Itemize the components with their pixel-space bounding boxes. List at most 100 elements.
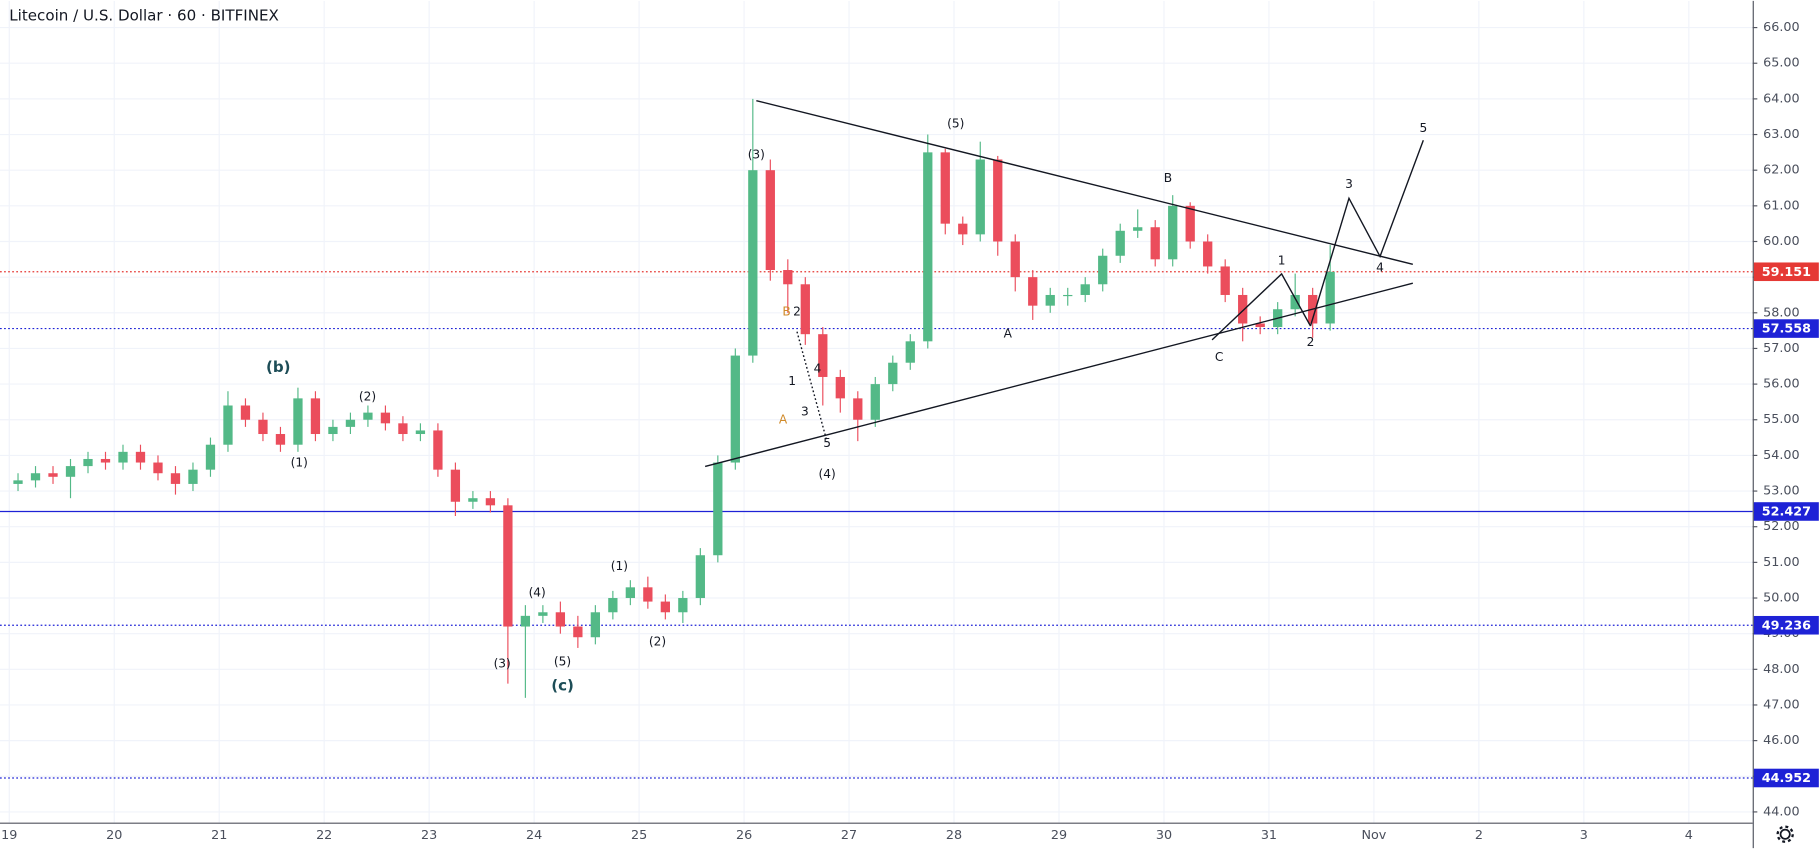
candle-body — [853, 398, 863, 420]
wave-label: 5 — [823, 436, 831, 450]
candle-body — [328, 426, 338, 435]
candle-body — [100, 458, 111, 463]
candle-body — [345, 419, 356, 427]
candle-body — [1080, 284, 1090, 295]
candle-body — [608, 598, 618, 613]
x-tick-label: 23 — [421, 828, 437, 843]
price-tag-label: 52.427 — [1762, 505, 1811, 520]
settings-icon-ring[interactable] — [1779, 828, 1791, 840]
candle-body — [905, 341, 915, 363]
candle-body — [118, 451, 128, 463]
candle-body — [1150, 227, 1160, 260]
trend-line — [756, 99, 1414, 265]
candle-body — [958, 223, 968, 235]
wave-label: B — [782, 305, 790, 319]
candle-body — [993, 159, 1003, 242]
y-tick-label: 51.00 — [1763, 555, 1800, 570]
y-tick-label: 66.00 — [1763, 20, 1800, 35]
wave-label: C — [1215, 350, 1224, 364]
y-tick-label: 61.00 — [1763, 198, 1800, 213]
plot-layer: (b)(1)(2)(3)(4)(5)(c)(1)(2)(3)B 2143A5(4)… — [0, 0, 1753, 823]
candle-body — [730, 355, 740, 463]
y-tick-label: 60.00 — [1763, 234, 1800, 249]
y-tick-label: 56.00 — [1763, 377, 1800, 392]
wave-label: (c) — [551, 677, 574, 695]
candle-body — [468, 498, 478, 502]
y-tick-label: 46.00 — [1763, 733, 1800, 748]
candle-body — [415, 430, 426, 435]
price-tag-label: 49.236 — [1762, 618, 1811, 633]
wave-label: 2 — [793, 305, 801, 319]
wave-label: B — [1164, 171, 1172, 185]
candle-body — [1238, 294, 1248, 324]
x-tick-label: 21 — [211, 828, 227, 843]
candle-body — [923, 152, 933, 342]
candle-body — [695, 555, 705, 599]
settings-icon-teeth[interactable] — [1776, 825, 1794, 843]
candle-body — [1028, 277, 1038, 306]
candle-body — [870, 384, 880, 420]
candle-body — [48, 473, 58, 477]
candle-body — [1290, 294, 1300, 310]
wave-label: 5 — [1419, 121, 1427, 135]
candle-body — [625, 587, 635, 599]
candle-body — [1115, 230, 1125, 256]
candle-body — [380, 412, 391, 424]
candle-body — [1010, 241, 1020, 278]
wave-label: A — [779, 413, 788, 427]
chart-title: Litecoin / U.S. Dollar · 60 · BITFINEX — [9, 6, 279, 24]
candle-body — [398, 423, 408, 435]
candle-body — [170, 473, 181, 484]
x-tick-label: 19 — [1, 828, 17, 843]
y-tick-label: 47.00 — [1763, 697, 1800, 712]
y-tick-label: 53.00 — [1763, 484, 1800, 499]
y-tick-label: 65.00 — [1763, 56, 1800, 71]
candle-body — [818, 334, 828, 377]
wave-label: (4) — [529, 586, 546, 600]
price-tag-label: 59.151 — [1762, 265, 1811, 280]
y-tick-label: 44.00 — [1763, 804, 1800, 819]
trend-line — [796, 331, 828, 443]
candle-body — [678, 598, 688, 613]
candle-body — [1255, 323, 1265, 328]
plot-area: (b)(1)(2)(3)(4)(5)(c)(1)(2)(3)B 2143A5(4)… — [0, 0, 1753, 823]
candle-body — [1203, 241, 1213, 267]
wave-label: 3 — [801, 404, 809, 418]
x-tick-label: 3 — [1580, 828, 1588, 843]
wave-label: (3) — [748, 148, 765, 162]
y-tick-label: 58.00 — [1763, 305, 1800, 320]
wave-label: (2) — [359, 389, 376, 403]
y-tick-label: 55.00 — [1763, 412, 1800, 427]
candle-body — [13, 480, 23, 484]
candle-body — [940, 152, 950, 224]
x-tick-label: 27 — [841, 828, 857, 843]
x-tick-label: 4 — [1685, 828, 1693, 843]
candle-body — [520, 615, 531, 627]
wave-label: A — [1004, 327, 1013, 341]
wave-label: 2 — [1307, 335, 1315, 349]
candle-body — [975, 159, 985, 235]
wave-label: 3 — [1345, 177, 1353, 191]
wave-label: (5) — [554, 654, 571, 668]
x-tick-label: 22 — [316, 828, 332, 843]
wave-label: 4 — [1376, 260, 1384, 274]
wave-label: (4) — [819, 467, 836, 481]
x-tick-label: 28 — [946, 828, 962, 843]
candle-body — [748, 170, 758, 356]
wave-label: 1 — [1278, 254, 1286, 268]
candle-body — [1045, 294, 1055, 306]
settings-icon[interactable] — [1776, 825, 1794, 843]
price-tag — [1753, 319, 1819, 338]
candle-body — [800, 284, 810, 335]
candle-body — [310, 398, 321, 435]
x-tick-label: 25 — [631, 828, 647, 843]
candle-body — [258, 419, 268, 435]
wave-label: (5) — [947, 116, 964, 130]
candle-body — [240, 405, 251, 420]
candle-body — [538, 612, 548, 616]
x-tick-label: 30 — [1156, 828, 1172, 843]
y-tick-label: 48.00 — [1763, 662, 1800, 677]
candle-body — [450, 469, 461, 502]
